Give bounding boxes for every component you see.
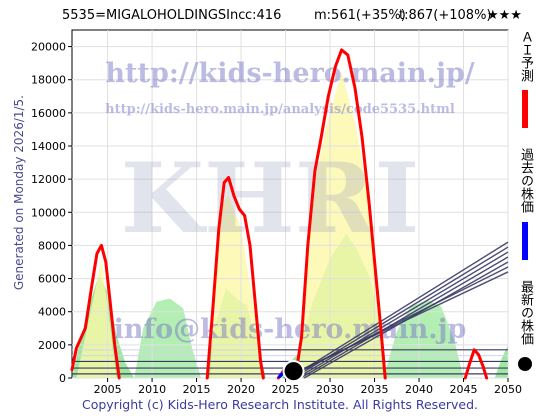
x-tick-label-2035: 2035 [361,383,389,396]
x-tick-label-2005: 2005 [94,383,122,396]
y-tick-label-0: 0 [59,372,66,385]
forecast-shade-1 [209,195,262,378]
watermark-layer: KHRI http://kids-hero.main.jp/ http://ki… [105,58,475,345]
legend-latest-label: 最新の株価 [518,280,533,345]
x-tick-label-2020: 2020 [227,383,255,396]
trend-line-3 [300,256,509,379]
y-tick-label-14000: 14000 [31,140,66,153]
x-tick-label-2010: 2010 [138,383,166,396]
y-tick-label-12000: 12000 [31,173,66,186]
volume-band-1 [134,298,201,378]
series-0-segment-0 [70,243,121,380]
grid-lines [72,30,509,379]
forecast-shade-0 [76,258,117,378]
copyright-footer: Copyright (c) Kids-Hero Research Institu… [81,397,479,412]
series-0-segment-1 [205,176,265,380]
legend-ai-label: ＡＩ予測 [518,30,533,82]
header-mid: m:561(+35%) [314,8,406,23]
y-tick-label-6000: 6000 [38,273,66,286]
x-tick-label-2015: 2015 [183,383,211,396]
trend-line-0 [289,241,509,379]
x-tick-label-2025: 2025 [272,383,300,396]
y-tick-label-20000: 20000 [31,41,66,54]
watermark-logo: KHRI [121,142,420,255]
y-tick-label-2000: 2000 [38,339,66,352]
y-tick-label-18000: 18000 [31,74,66,87]
legend-past-swatch [522,222,528,260]
forecast-shade-2 [298,71,384,379]
y-tick-label-16000: 16000 [31,107,66,120]
trend-line-2 [296,251,509,379]
y-tick-label-10000: 10000 [31,206,66,219]
watermark-email: info@kids-hero.main.jp [114,314,467,345]
x-tick-label-2040: 2040 [405,383,433,396]
watermark-url: http://kids-hero.main.jp/ [105,58,474,89]
x-tick-label-2045: 2045 [450,383,478,396]
latest-price-dot [282,360,305,383]
header-current: c:416 [245,8,282,23]
series-0-segment-3 [463,348,489,380]
y-tick-label-4000: 4000 [38,306,66,319]
header-ticker-name: 5535=MIGALOHOLDINGSInc [62,8,246,23]
legend-past-label: 過去の株価 [518,148,533,213]
header-target: t:867(+108%) [399,8,492,23]
legend-latest-dot [518,357,532,371]
header-stars: ★★★ [487,8,522,23]
x-tick-label-2030: 2030 [316,383,344,396]
y-tick-label-8000: 8000 [38,239,66,252]
trend-line-6 [283,271,509,379]
latest-price-marker [282,360,305,383]
watermark-analysis-url: http://kids-hero.main.jp/analysis/code55… [105,102,455,117]
generated-date-caption: Generated on Monday 2026/1/5. [12,95,26,291]
legend-ai-swatch [522,90,528,128]
x-tick-label-2050: 2050 [494,383,522,396]
axis-ticks: 2005 2010 2015 2020 2025 2030 2035 2040 2045 2050… [31,41,522,396]
